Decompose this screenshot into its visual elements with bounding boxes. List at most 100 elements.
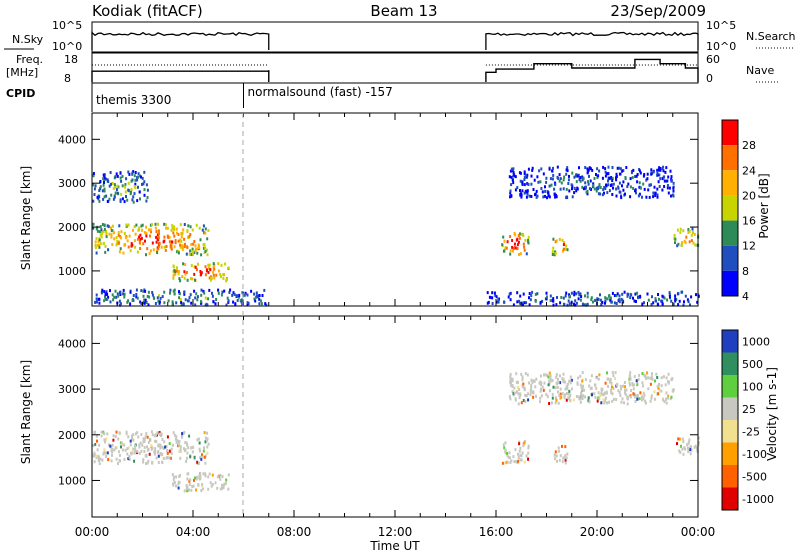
echo-cell xyxy=(622,169,625,172)
echo-cell xyxy=(621,397,624,401)
echo-cell xyxy=(551,392,554,396)
echo-cell xyxy=(554,401,557,405)
echo-cell xyxy=(601,176,604,180)
echo-cell xyxy=(659,177,662,181)
echo-cell xyxy=(154,226,157,230)
echo-cell xyxy=(213,263,216,267)
echo-cell xyxy=(649,382,652,386)
velocity-colorbar-swatch-2 xyxy=(722,375,738,398)
echo-cell xyxy=(513,242,516,246)
echo-cell xyxy=(93,193,96,196)
noise-panel: N.Sky 10^5 10^0 10^5 10^0 N.Search xyxy=(4,19,796,53)
echo-cell xyxy=(129,439,132,443)
echo-cell xyxy=(522,385,525,389)
echo-cell xyxy=(119,303,121,307)
echo-cell xyxy=(153,434,156,438)
echo-cell xyxy=(576,381,579,385)
echo-cell xyxy=(682,229,685,233)
echo-cell xyxy=(517,452,519,456)
echo-cell xyxy=(95,251,98,255)
echo-cell xyxy=(503,300,506,304)
echo-cell xyxy=(192,242,195,246)
echo-cell xyxy=(119,176,122,180)
echo-cell xyxy=(517,402,520,406)
echo-cell xyxy=(564,455,567,459)
echo-cell xyxy=(588,166,591,170)
echo-cell xyxy=(181,275,184,278)
echo-cell xyxy=(594,395,597,399)
echo-cell xyxy=(636,180,639,184)
echo-cell xyxy=(127,435,130,439)
echo-cell xyxy=(629,395,632,399)
echo-cell xyxy=(143,298,146,302)
echo-cell xyxy=(684,447,687,451)
echo-cell xyxy=(668,186,671,190)
echo-cell xyxy=(181,247,184,251)
echo-cell xyxy=(634,292,637,296)
echo-cell xyxy=(108,184,111,188)
echo-cell xyxy=(527,446,530,450)
echo-cell xyxy=(193,289,196,293)
echo-cell xyxy=(520,195,523,199)
power-ytick-label-1: 2000 xyxy=(58,221,86,234)
echo-cell xyxy=(100,235,103,239)
power-colorbar-swatch-4 xyxy=(722,220,738,246)
echo-cell xyxy=(654,194,657,197)
echo-cell xyxy=(559,392,562,396)
echo-cell xyxy=(163,440,166,444)
echo-cell xyxy=(103,176,106,180)
echo-cell xyxy=(647,298,650,302)
velocity-colorbar-swatch-3 xyxy=(722,397,738,420)
echo-cell xyxy=(509,379,512,383)
echo-cell xyxy=(157,449,160,453)
echo-cell xyxy=(543,381,546,385)
echo-cell xyxy=(635,191,637,195)
echo-cell xyxy=(560,181,563,185)
echo-cell xyxy=(189,225,192,229)
echo-cell xyxy=(148,295,151,299)
echo-cell xyxy=(550,379,553,383)
echo-cell xyxy=(597,174,600,178)
echo-cell xyxy=(166,448,168,452)
echo-cell xyxy=(504,246,507,250)
echo-cell xyxy=(166,226,169,230)
echo-cell xyxy=(183,276,186,280)
echo-cell xyxy=(184,263,187,266)
echo-cell xyxy=(168,456,171,460)
echo-cell xyxy=(221,290,224,294)
echo-cell xyxy=(670,175,673,179)
echo-cell xyxy=(505,246,508,250)
echo-cell xyxy=(568,174,570,178)
echo-cell xyxy=(667,396,669,400)
echo-cell xyxy=(634,189,636,193)
echo-cell xyxy=(521,451,524,455)
echo-cell xyxy=(671,389,674,392)
echo-cell xyxy=(264,302,267,306)
echo-cell xyxy=(238,293,241,297)
echo-cell xyxy=(92,222,95,226)
echo-cell xyxy=(523,460,526,464)
echo-cell xyxy=(174,241,177,245)
echo-cell xyxy=(611,371,614,374)
echo-cell xyxy=(95,237,98,241)
echo-cell xyxy=(618,390,621,394)
echo-cell xyxy=(198,461,201,465)
echo-cell xyxy=(244,291,247,295)
echo-cell xyxy=(660,384,663,388)
echo-cell xyxy=(123,232,126,235)
echo-cell xyxy=(647,188,650,192)
echo-cell xyxy=(562,380,565,384)
echo-cell xyxy=(656,384,659,388)
echo-cell xyxy=(667,175,670,179)
echo-cell xyxy=(677,437,680,441)
echo-cell xyxy=(608,294,611,298)
echo-cell xyxy=(120,230,123,234)
echo-cell xyxy=(229,288,232,292)
echo-cell xyxy=(125,430,128,434)
echo-cell xyxy=(203,455,206,459)
echo-cell xyxy=(562,243,565,247)
echo-cell xyxy=(516,300,519,304)
echo-cell xyxy=(227,266,230,270)
echo-cell xyxy=(116,292,119,296)
echo-cell xyxy=(204,265,207,269)
